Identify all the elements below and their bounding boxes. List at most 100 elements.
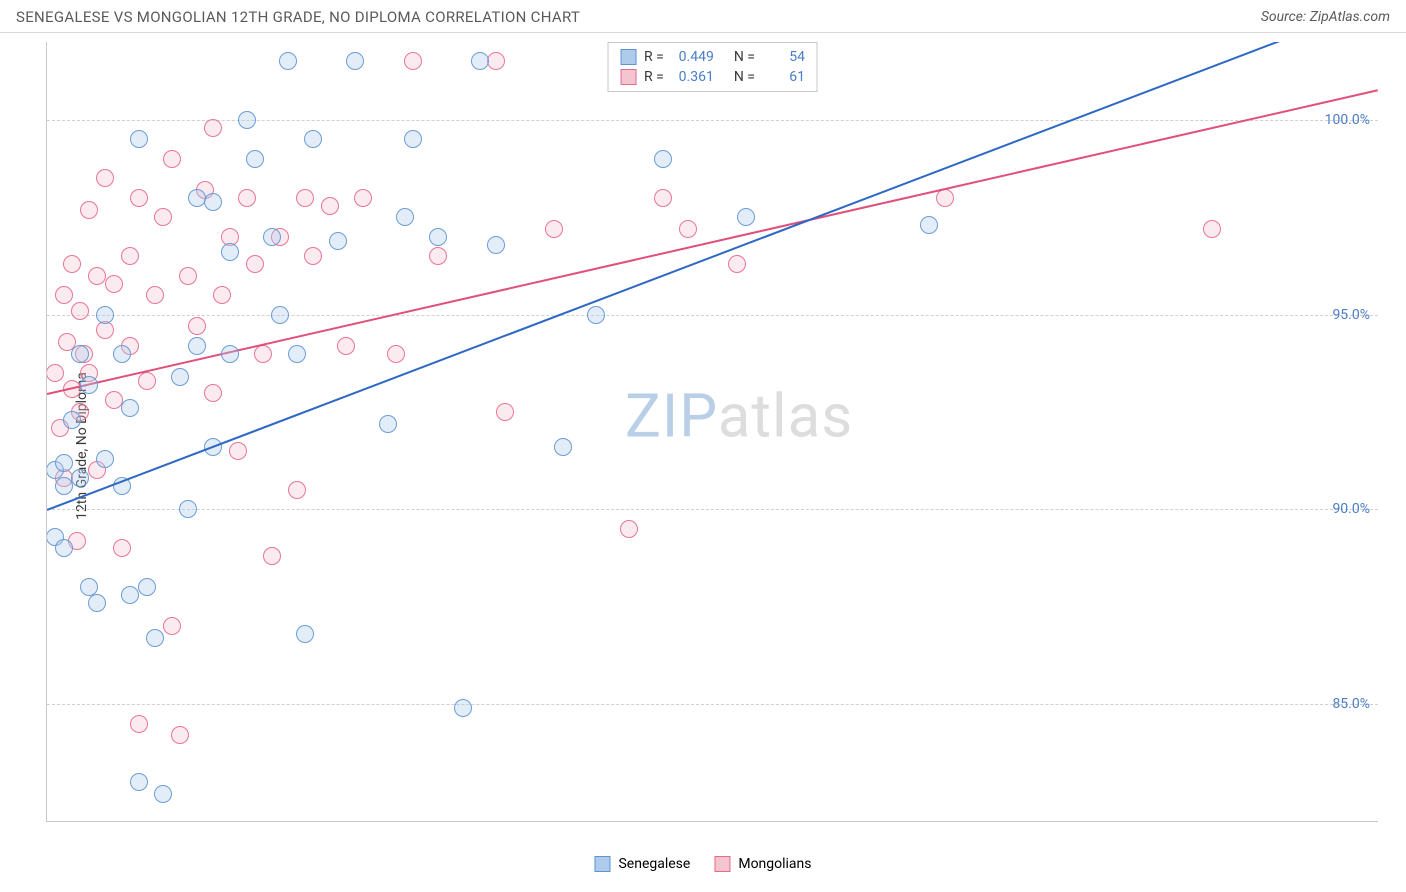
point-senegalese: [130, 773, 148, 791]
ytick-label: 95.0%: [1332, 307, 1370, 323]
point-senegalese: [554, 438, 572, 456]
xtick: [1245, 821, 1246, 822]
point-mongolians: [263, 547, 281, 565]
n-value: 61: [761, 69, 805, 85]
legend-item-senegalese: Senegalese: [594, 856, 690, 872]
legend-label: Senegalese: [618, 856, 690, 872]
point-senegalese: [80, 376, 98, 394]
n-value: 54: [761, 49, 805, 65]
point-mongolians: [337, 337, 355, 355]
source-label: Source: ZipAtlas.com: [1261, 9, 1390, 25]
point-mongolians: [204, 119, 222, 137]
point-mongolians: [321, 197, 339, 215]
point-senegalese: [55, 477, 73, 495]
point-mongolians: [246, 255, 264, 273]
point-senegalese: [654, 150, 672, 168]
gridline-h: [47, 315, 1378, 316]
n-label: N =: [734, 69, 755, 85]
stats-legend-box: R = 0.449 N = 54 R = 0.361 N = 61: [607, 42, 818, 92]
point-mongolians: [213, 286, 231, 304]
point-senegalese: [188, 189, 206, 207]
point-mongolians: [130, 189, 148, 207]
point-senegalese: [121, 586, 139, 604]
point-mongolians: [80, 201, 98, 219]
point-senegalese: [146, 629, 164, 647]
point-mongolians: [679, 220, 697, 238]
point-senegalese: [404, 130, 422, 148]
point-mongolians: [55, 286, 73, 304]
point-senegalese: [454, 699, 472, 717]
legend-row-mongolians: R = 0.361 N = 61: [620, 67, 805, 87]
point-mongolians: [496, 403, 514, 421]
xtick: [180, 821, 181, 822]
point-mongolians: [545, 220, 563, 238]
legend-label: Mongolians: [738, 856, 811, 872]
point-mongolians: [163, 617, 181, 635]
point-mongolians: [96, 169, 114, 187]
point-mongolians: [71, 302, 89, 320]
point-mongolians: [46, 364, 64, 382]
point-mongolians: [204, 384, 222, 402]
gridline-h: [47, 509, 1378, 510]
point-senegalese: [279, 52, 297, 70]
r-value: 0.449: [670, 49, 714, 65]
point-senegalese: [188, 337, 206, 355]
chart-header: SENEGALESE VS MONGOLIAN 12TH GRADE, NO D…: [0, 0, 1406, 33]
point-senegalese: [138, 578, 156, 596]
point-senegalese: [171, 368, 189, 386]
trendline-mongolians: [47, 89, 1378, 395]
point-senegalese: [204, 193, 222, 211]
point-senegalese: [221, 345, 239, 363]
r-label: R =: [644, 69, 664, 85]
point-senegalese: [121, 399, 139, 417]
point-mongolians: [487, 52, 505, 70]
xtick: [47, 821, 48, 822]
xtick: [1112, 821, 1113, 822]
point-mongolians: [105, 275, 123, 293]
point-senegalese: [379, 415, 397, 433]
point-senegalese: [396, 208, 414, 226]
xtick: [446, 821, 447, 822]
ytick-label: 85.0%: [1332, 696, 1370, 712]
point-mongolians: [654, 189, 672, 207]
point-mongolians: [296, 189, 314, 207]
point-senegalese: [263, 228, 281, 246]
point-mongolians: [620, 520, 638, 538]
r-value: 0.361: [670, 69, 714, 85]
swatch-mongolians: [620, 69, 636, 85]
point-senegalese: [429, 228, 447, 246]
chart-title: SENEGALESE VS MONGOLIAN 12TH GRADE, NO D…: [16, 8, 580, 26]
point-senegalese: [55, 539, 73, 557]
point-senegalese: [88, 594, 106, 612]
point-mongolians: [146, 286, 164, 304]
point-senegalese: [329, 232, 347, 250]
swatch-senegalese: [620, 49, 636, 65]
point-mongolians: [354, 189, 372, 207]
legend-row-senegalese: R = 0.449 N = 54: [620, 47, 805, 67]
point-mongolians: [163, 150, 181, 168]
point-mongolians: [728, 255, 746, 273]
point-mongolians: [171, 726, 189, 744]
watermark-zip: ZIP: [625, 380, 718, 451]
ytick-label: 100.0%: [1325, 112, 1370, 128]
point-mongolians: [130, 715, 148, 733]
point-senegalese: [471, 52, 489, 70]
point-mongolians: [121, 247, 139, 265]
point-mongolians: [404, 52, 422, 70]
swatch-mongolians: [714, 856, 730, 872]
point-mongolians: [1203, 220, 1221, 238]
point-mongolians: [88, 267, 106, 285]
n-label: N =: [734, 49, 755, 65]
point-senegalese: [96, 450, 114, 468]
watermark-atlas: atlas: [718, 380, 853, 451]
point-senegalese: [221, 243, 239, 261]
point-mongolians: [113, 539, 131, 557]
point-mongolians: [96, 321, 114, 339]
point-senegalese: [154, 785, 172, 803]
point-mongolians: [179, 267, 197, 285]
point-senegalese: [246, 150, 264, 168]
point-senegalese: [737, 208, 755, 226]
point-mongolians: [936, 189, 954, 207]
point-senegalese: [63, 411, 81, 429]
legend-item-mongolians: Mongolians: [714, 856, 811, 872]
